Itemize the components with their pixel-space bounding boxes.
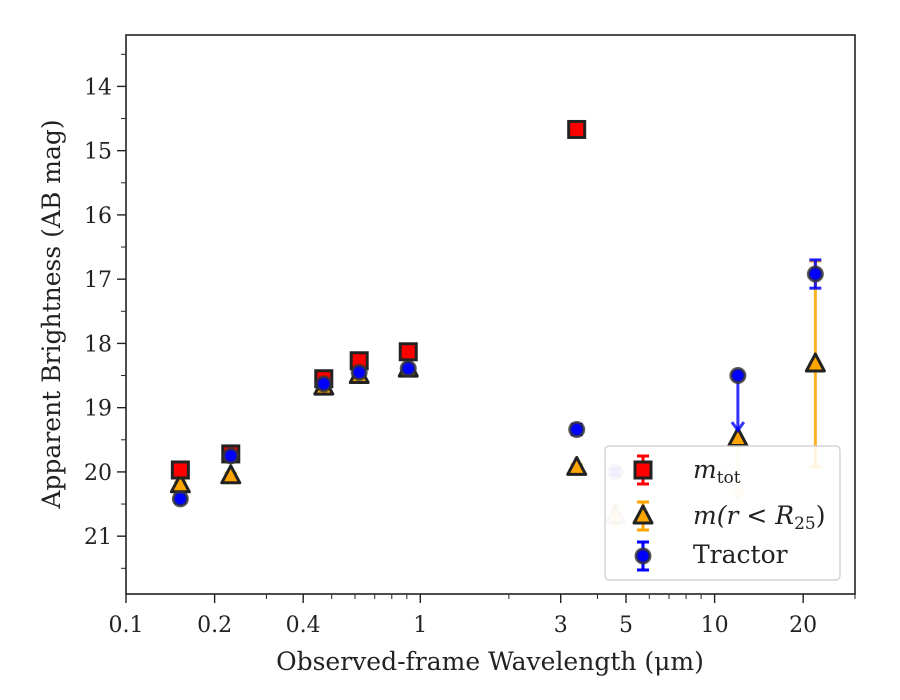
circle-point [350, 363, 368, 381]
circle-point [568, 421, 586, 439]
circle-point [729, 367, 747, 385]
x-tick-label: 0.1 [109, 613, 144, 638]
x-tick-label: 20 [789, 613, 817, 638]
triangle-point [566, 455, 588, 476]
y-tick-label: 18 [84, 332, 112, 357]
triangle-point [220, 464, 242, 485]
y-tick-labels: 14 15 16 17 18 19 20 21 [84, 75, 112, 550]
square-point [170, 460, 190, 480]
legend: mtot m(r < R25) Tractor [604, 445, 841, 581]
circle-point [171, 490, 189, 508]
x-tick-label: 10 [701, 613, 729, 638]
y-tick-label: 15 [84, 140, 112, 165]
legend-label-m-r-r25-base: m [693, 501, 717, 530]
legend-label-m-r-r25-sub: 25 [794, 514, 816, 534]
legend-handle-m-tot-square [633, 460, 653, 480]
legend-label-m-r-r25-rest: (r < R [717, 501, 794, 530]
y-tick-label: 17 [84, 268, 112, 293]
x-tick-label: 5 [619, 613, 633, 638]
x-tick-label: 0.4 [286, 613, 321, 638]
y-tick-label: 20 [84, 461, 112, 486]
legend-label-m-r-r25-close: ) [816, 501, 826, 530]
circle-point [315, 375, 333, 393]
legend-label-m-r-r25: m(r < R25) [693, 501, 826, 534]
legend-box [604, 445, 841, 581]
legend-label-m-tot-base: m [693, 455, 717, 484]
plot-frame [125, 34, 856, 595]
legend-entry-tractor: Tractor [693, 540, 788, 569]
legend-entry-m-r-r25: m(r < R25) [693, 501, 826, 534]
circle-upper-limit-arrow-head [730, 421, 746, 433]
x-tick-label: 3 [554, 613, 568, 638]
square-point [398, 342, 418, 362]
legend-label-m-tot: mtot [693, 455, 741, 488]
y-tick-label: 21 [84, 525, 112, 550]
circle-point [222, 447, 240, 465]
circle-point [806, 265, 824, 283]
x-tick-label: 1 [413, 613, 427, 638]
x-tick-label: 0.2 [197, 613, 232, 638]
triangle-point [804, 352, 826, 373]
axes [125, 34, 856, 595]
square-point [567, 119, 587, 139]
y-tick-label: 16 [84, 204, 112, 229]
legend-label-m-tot-sub: tot [717, 468, 741, 488]
legend-handle-tractor-circle [634, 547, 652, 565]
tick-marks [117, 53, 856, 603]
y-axis-label: Apparent Brightness (AB mag) [37, 119, 66, 509]
y-tick-label: 14 [84, 75, 112, 100]
circle-point [399, 359, 417, 377]
legend-label-tractor: Tractor [693, 540, 788, 569]
x-axis-label: Observed-frame Wavelength (μm) [276, 647, 704, 676]
legend-handle-m-r-r25-triangle [632, 504, 654, 525]
x-tick-labels: 0.1 0.2 0.4 1 3 5 10 20 [109, 613, 818, 638]
legend-entry-m-tot: mtot [693, 455, 741, 488]
y-tick-label: 19 [84, 397, 112, 422]
